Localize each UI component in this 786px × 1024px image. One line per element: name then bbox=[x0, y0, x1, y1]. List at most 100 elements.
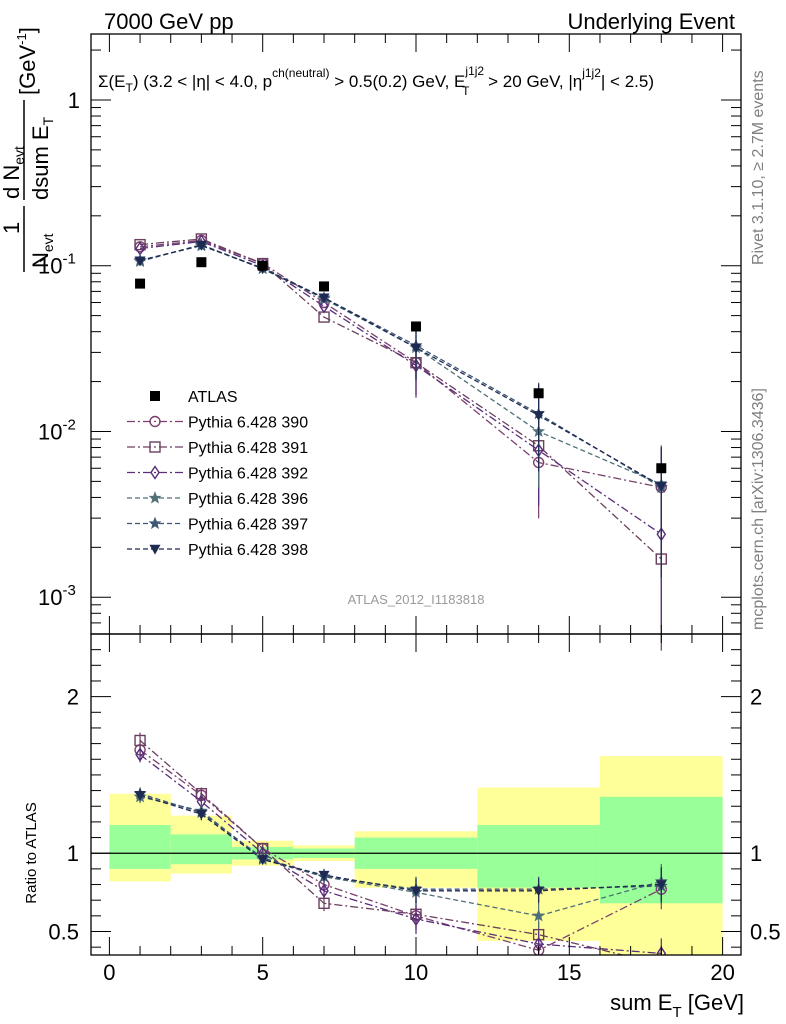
main-marker-5-4-shape bbox=[410, 343, 422, 354]
legend-item-4: Pythia 6.428 397 bbox=[127, 517, 308, 534]
legend-marker-4 bbox=[148, 516, 162, 530]
legend-label-2: Pythia 6.428 392 bbox=[188, 466, 308, 483]
legend-marker-1-shape bbox=[149, 441, 161, 453]
legend-item-5: Pythia 6.428 398 bbox=[127, 542, 308, 559]
ratio-marker-5-2-shape bbox=[257, 855, 269, 866]
band-inner-0 bbox=[109, 825, 171, 869]
y-ratio-tick-label-left-0.5: 0.5 bbox=[48, 920, 79, 945]
main-marker-5-6-shape bbox=[655, 481, 667, 492]
band-inner-1 bbox=[170, 834, 233, 865]
legend-marker-5 bbox=[149, 544, 161, 555]
ratio-marker-1-0 bbox=[134, 734, 146, 747]
legend-label-4: Pythia 6.428 397 bbox=[188, 517, 308, 534]
ratio-marker-2-3 bbox=[319, 883, 329, 899]
data-point-6 bbox=[656, 463, 667, 474]
svg-text:[GeV-1]: [GeV-1] bbox=[14, 27, 40, 95]
y-ratio-tick-label-right-0.5: 0.5 bbox=[750, 920, 781, 945]
main-marker-1-0 bbox=[134, 238, 146, 251]
ratio-marker-5-2 bbox=[257, 855, 269, 866]
ratio-marker-5-3-shape bbox=[318, 870, 330, 881]
y-ratio-tick-label-right-1: 1 bbox=[750, 841, 762, 866]
rivet-label: Rivet 3.1.10, ≥ 2.7M events bbox=[750, 70, 767, 265]
header-right: Underlying Event bbox=[567, 9, 735, 34]
main-marker-5-1-shape bbox=[195, 240, 207, 251]
svg-text:1: 1 bbox=[0, 222, 24, 234]
main-marker-1-0-shape bbox=[134, 238, 146, 251]
main-marker-5-5 bbox=[533, 411, 545, 422]
y-ratio-tick-label-left-1: 1 bbox=[67, 841, 79, 866]
data-point-2 bbox=[257, 260, 268, 271]
ratio-marker-5-0 bbox=[134, 790, 146, 801]
legend-label-5: Pythia 6.428 398 bbox=[188, 542, 308, 559]
x-axis-label: sum ET [GeV] bbox=[610, 990, 744, 1021]
y-main-tick-label-1: 10-2 bbox=[38, 416, 76, 444]
y-axis-label-main: 1 Nevt d Nevt dsum ET [GeV-1] bbox=[0, 27, 56, 272]
ratio-marker-5-5-shape bbox=[533, 886, 545, 897]
ratio-marker-3-5-shape bbox=[532, 909, 546, 922]
axis-ticks: 0 5 10 15 20 10-3 10-2 10-1 1 0.5 0.5 1 1 2 2 bbox=[38, 34, 781, 985]
ratio-marker-5-6 bbox=[655, 880, 667, 891]
ratio-series-5 bbox=[134, 789, 667, 904]
y-main-tick-label-2: 10-1 bbox=[38, 251, 76, 279]
y-ratio-tick-label-left-2: 2 bbox=[67, 685, 79, 710]
main-marker-5-5-shape bbox=[533, 411, 545, 422]
main-marker-2-3 bbox=[319, 298, 329, 314]
legend-label-1: Pythia 6.428 391 bbox=[188, 440, 308, 457]
legend-marker-atlas bbox=[150, 391, 160, 401]
data-point-1 bbox=[196, 257, 207, 268]
main-marker-5-6 bbox=[655, 481, 667, 492]
svg-text:dsum ET: dsum ET bbox=[28, 116, 56, 200]
ratio-marker-2-4 bbox=[411, 911, 421, 927]
ratio-marker-2-0-shape bbox=[135, 747, 145, 762]
main-marker-5-3 bbox=[318, 293, 330, 304]
ratio-marker-2-3-shape bbox=[319, 883, 329, 899]
svg-text:Nevt: Nevt bbox=[28, 233, 56, 268]
legend-marker-0-shape bbox=[149, 415, 161, 428]
legend-label-3: Pythia 6.428 396 bbox=[188, 491, 308, 508]
x-tick-label-0: 0 bbox=[103, 960, 115, 985]
ratio-series-layer bbox=[133, 732, 668, 955]
main-marker-5-0 bbox=[134, 256, 146, 267]
data-point-5 bbox=[533, 388, 544, 399]
legend-marker-3 bbox=[148, 491, 162, 504]
ratio-marker-5-0-shape bbox=[134, 790, 146, 801]
analysis-watermark: ATLAS_2012_I1183818 bbox=[348, 592, 485, 607]
x-tick-label-10: 10 bbox=[404, 960, 428, 985]
main-marker-5-3-shape bbox=[318, 293, 330, 304]
ratio-marker-2-6 bbox=[656, 946, 667, 955]
ratio-marker-1-0-shape bbox=[134, 734, 146, 747]
legend-marker-2-shape bbox=[150, 465, 160, 480]
legend: ATLAS Pythia 6.428 390 Pythia 6.428 391 Pyt… bbox=[127, 389, 308, 559]
mcplots-label: mcplots.cern.ch [arXiv:1306.3436] bbox=[750, 388, 767, 630]
legend-marker-3-shape bbox=[148, 491, 162, 504]
main-series-layer bbox=[133, 233, 668, 651]
ratio-marker-5-6-shape bbox=[655, 880, 667, 891]
main-marker-2-3-shape bbox=[319, 298, 329, 314]
main-marker-5-1 bbox=[195, 240, 207, 251]
legend-item-3: Pythia 6.428 396 bbox=[127, 491, 308, 508]
main-marker-5-4 bbox=[410, 343, 422, 354]
main-marker-5-0-shape bbox=[134, 256, 146, 267]
ratio-marker-2-4-shape bbox=[411, 911, 421, 927]
legend-label-atlas: ATLAS bbox=[188, 389, 238, 406]
ratio-marker-3-5 bbox=[532, 909, 546, 922]
x-tick-label-5: 5 bbox=[257, 960, 269, 985]
legend-item-atlas: ATLAS bbox=[150, 389, 238, 406]
ratio-marker-5-4 bbox=[410, 886, 422, 897]
y-axis-label-ratio: Ratio to ATLAS bbox=[23, 802, 40, 903]
ratio-marker-5-4-shape bbox=[410, 886, 422, 897]
data-point-3 bbox=[319, 281, 330, 292]
legend-marker-2 bbox=[150, 465, 160, 480]
data-point-4 bbox=[411, 321, 421, 332]
ratio-marker-5-3 bbox=[318, 870, 330, 881]
header-left: 7000 GeV pp bbox=[104, 9, 234, 34]
legend-marker-0 bbox=[149, 415, 161, 428]
main-data-atlas bbox=[135, 257, 667, 474]
y-main-tick-label-0: 10-3 bbox=[38, 582, 76, 610]
y-ratio-tick-label-right-2: 2 bbox=[750, 685, 762, 710]
x-tick-label-20: 20 bbox=[710, 960, 734, 985]
ratio-marker-5-1 bbox=[195, 809, 207, 820]
svg-text:d Nevt: d Nevt bbox=[0, 146, 27, 199]
ratio-marker-5-5 bbox=[533, 886, 545, 897]
